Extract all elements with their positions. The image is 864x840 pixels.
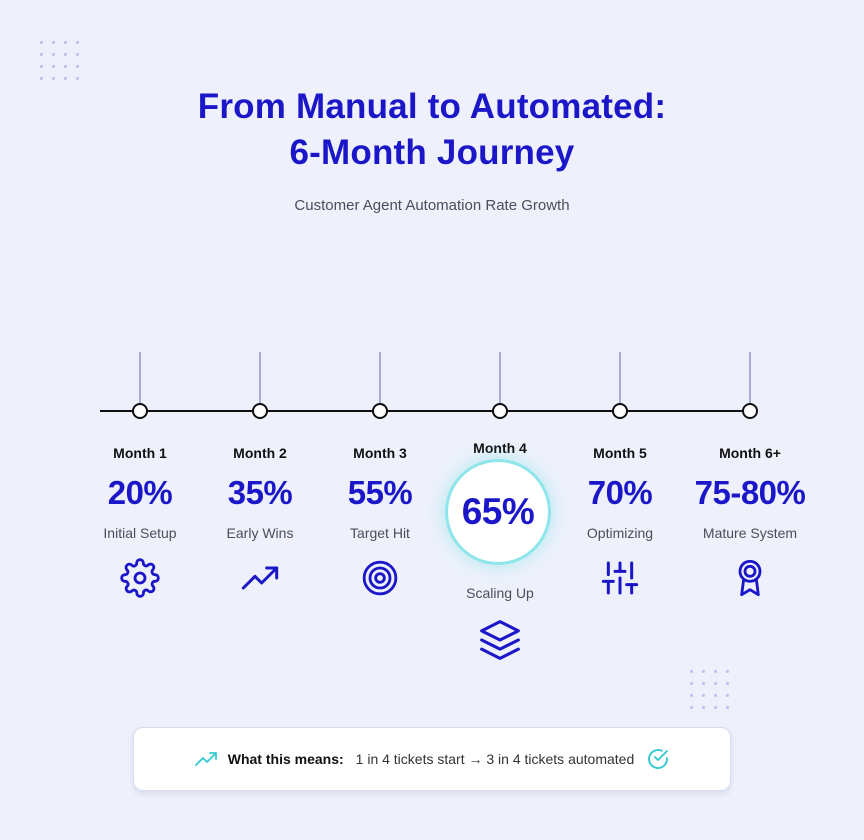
timeline-node [132,403,148,419]
milestone-desc-wrap: Mature System [670,525,830,541]
milestone-month-3: Month 3 [300,445,460,461]
milestone-label: Target Hit [350,525,410,541]
layers-icon [480,620,520,660]
milestone-rate: 70% [587,474,653,511]
milestone-month-1: Month 1 [60,445,220,461]
timeline-node [492,403,508,419]
milestone-rate: 55% [347,474,413,511]
trend-up-icon [241,566,279,590]
milestone-label: Early Wins [226,525,294,541]
milestone-rate: 75-80% [694,474,806,511]
award-icon [738,559,762,597]
milestone-label: Optimizing [586,525,654,541]
highlight-bubble: 65% [448,462,548,562]
timeline-node [252,403,268,419]
milestone-desc-wrap: Early Wins [180,525,340,541]
milestone-month-label: Month 4 [473,440,527,456]
milestone-label: Initial Setup [103,525,177,541]
decorative-dots-top-left [40,41,79,80]
milestone-rate: 65% [461,491,535,532]
milestone-month-label: Month 2 [233,445,287,461]
target-icon [362,560,398,596]
milestone-month-label: Month 6+ [719,445,781,461]
page-title: From Manual to Automated: 6-Month Journe… [0,84,864,176]
milestone-label: Mature System [702,525,798,541]
sliders-icon [601,561,639,595]
milestone-desc-wrap: Scaling Up [420,585,580,601]
decorative-dots-bottom-right [690,670,729,709]
milestone-rate-wrap: 55% [300,474,460,512]
page-title-line-1: From Manual to Automated: [197,87,667,126]
check-circle-icon [648,749,669,769]
page-subtitle: Customer Agent Automation Rate Growth [294,197,570,214]
milestone-label: Scaling Up [466,585,534,601]
milestone-month-6: Month 6+ [670,445,830,461]
milestone-rate-wrap: 75-80% [670,474,830,512]
milestone-desc-wrap: Optimizing [540,525,700,541]
milestone-month-label: Month 1 [113,445,167,461]
milestone-rate-wrap: 70% [540,474,700,512]
callout-label: What this means: [227,751,344,767]
milestone-month-5: Month 5 [540,445,700,461]
summary-callout: What this means: 1 in 4 tickets start → … [133,727,731,791]
callout-text: 1 in 4 tickets start → 3 in 4 tickets au… [355,751,635,767]
milestone-desc-wrap: Initial Setup [60,525,220,541]
milestone-month-label: Month 3 [353,445,407,461]
milestone-rate-wrap: 35% [180,474,340,512]
gear-icon [120,558,160,598]
timeline-node [612,403,628,419]
milestone-rate: 20% [107,474,173,511]
page-title-line-2: 6-Month Journey [289,133,575,172]
milestone-month-4: Month 4 [420,440,580,456]
milestone-rate-wrap: 20% [60,474,220,512]
milestone-month-2: Month 2 [180,445,340,461]
timeline-node [372,403,388,419]
milestone-desc-wrap: Target Hit [300,525,460,541]
milestone-month-label: Month 5 [593,445,647,461]
trend-up-icon [194,752,217,766]
timeline-node [742,403,758,419]
milestone-rate: 35% [227,474,293,511]
